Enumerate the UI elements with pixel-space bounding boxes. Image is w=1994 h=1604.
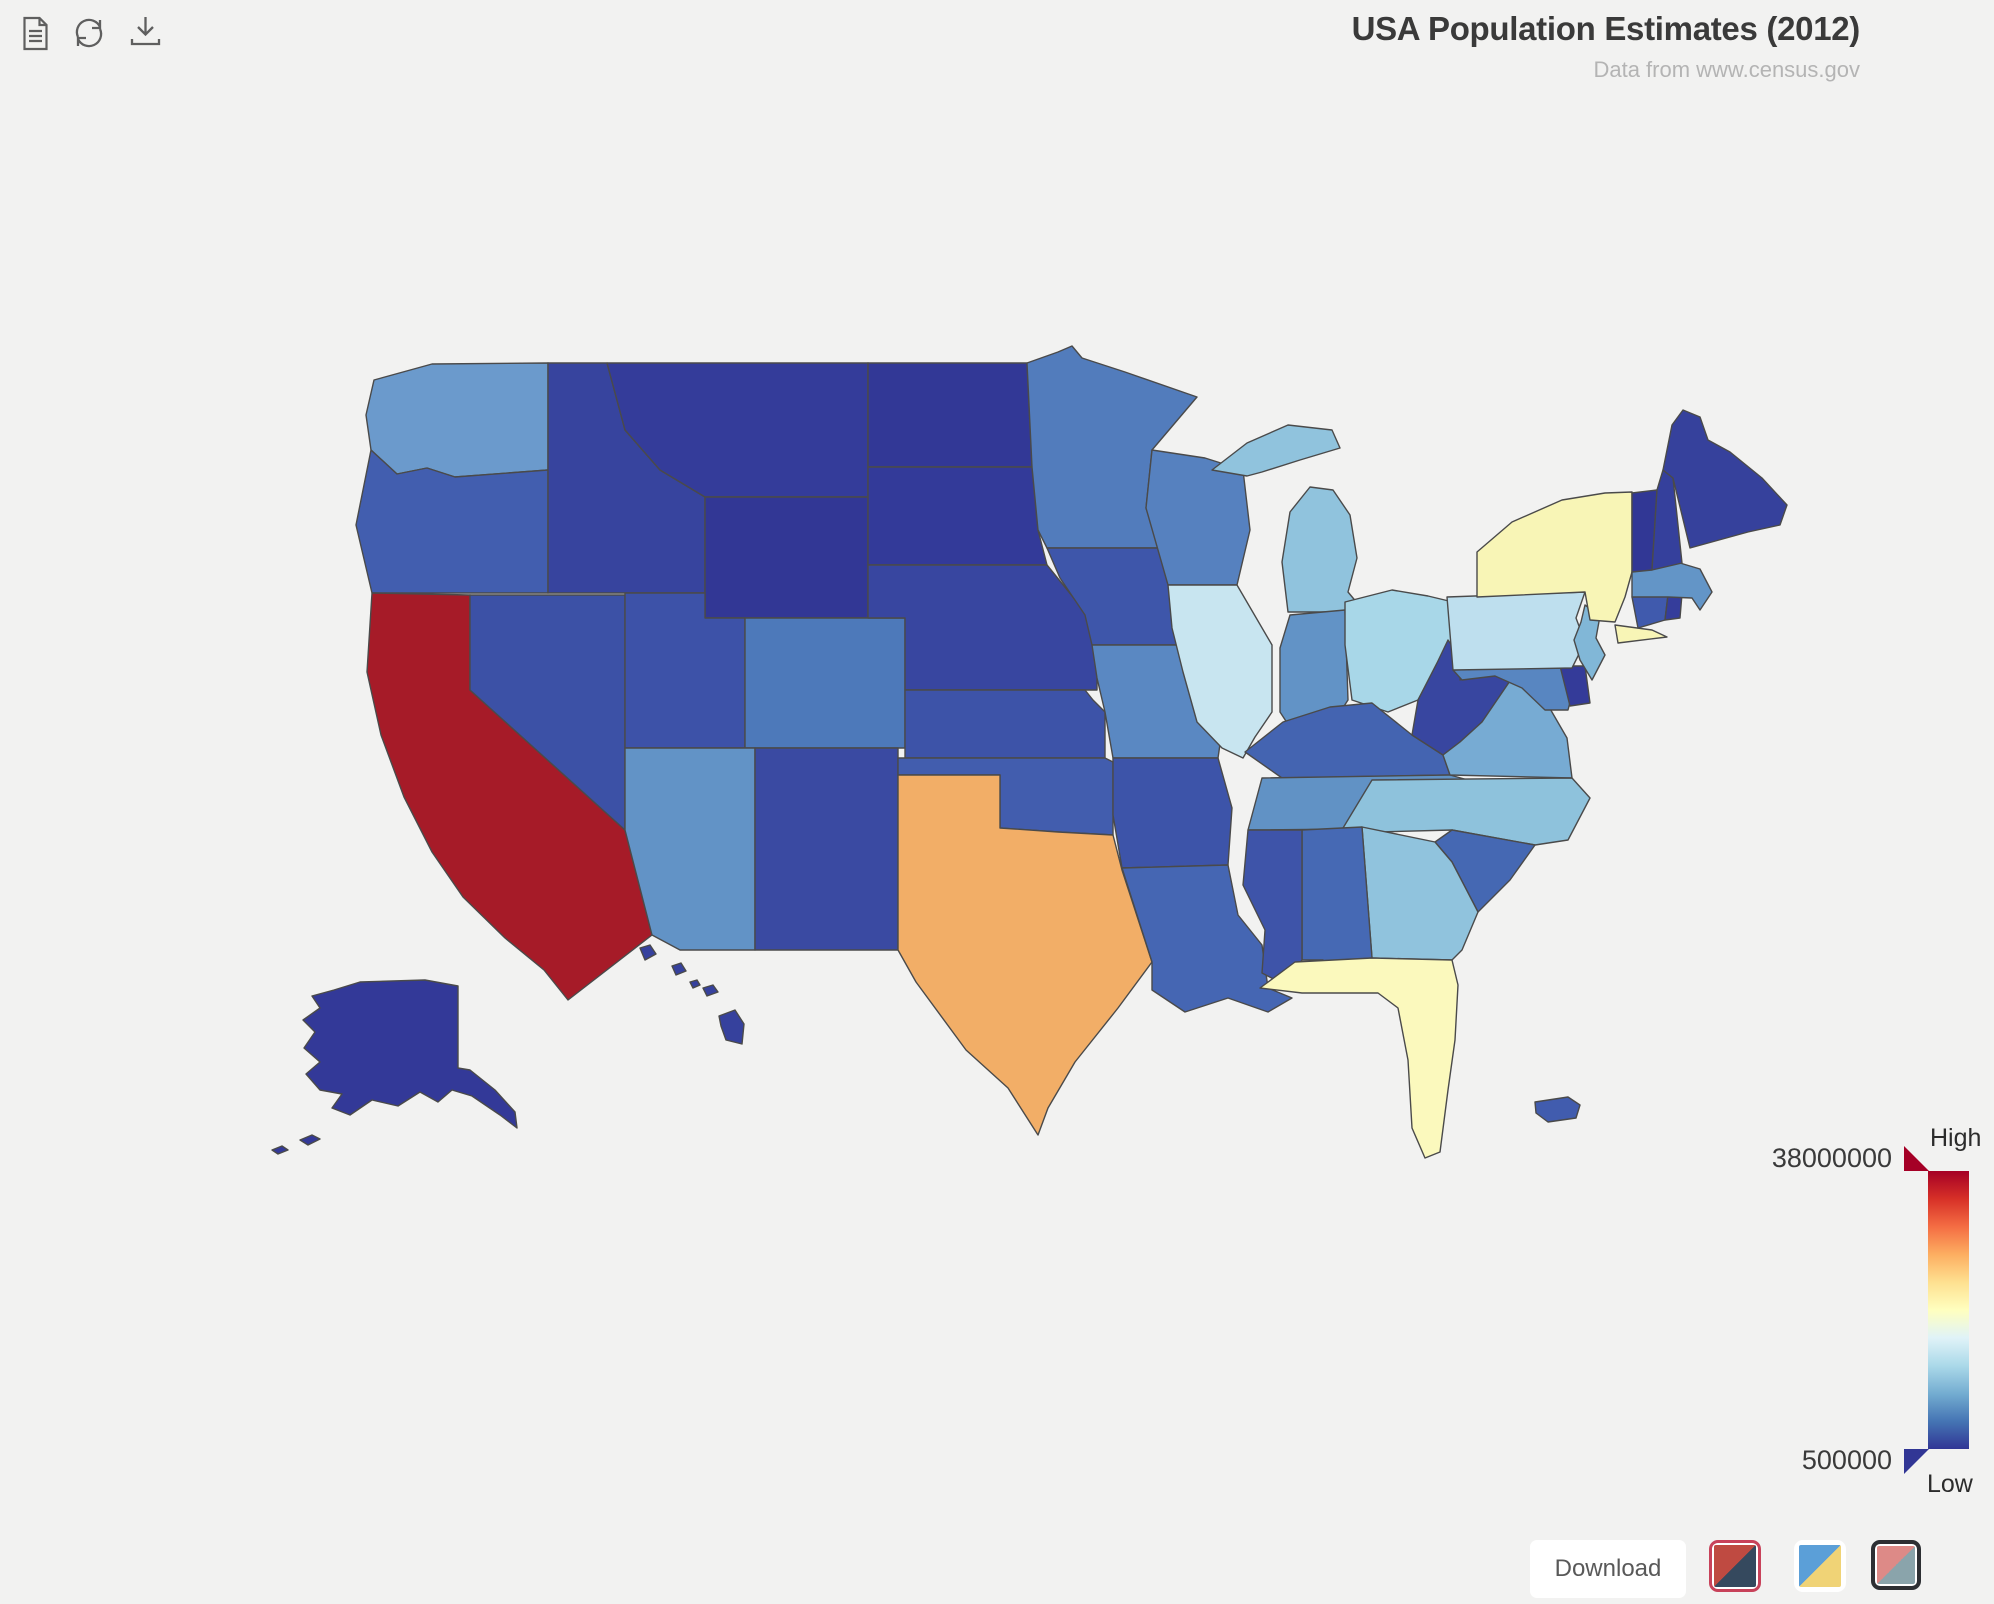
file-button[interactable] [20,14,51,53]
palette-swatch-salmon-slate[interactable] [1871,1540,1921,1590]
palette-swatch-blue-yellow-fill [1799,1545,1841,1587]
palette-swatch-salmon-slate-fill [1877,1546,1915,1584]
state-colorado[interactable] [744,617,906,749]
state-illinois[interactable] [1167,584,1273,759]
states-group [271,345,1788,1159]
palette-swatch-red-blue[interactable] [1709,1540,1761,1592]
state-wyoming[interactable] [704,496,869,619]
state-north-dakota[interactable] [867,362,1033,468]
state-alaska[interactable] [271,979,518,1155]
state-florida[interactable] [1259,957,1459,1159]
state-nebraska[interactable] [867,564,1098,691]
legend-high-label: High [1930,1124,1982,1152]
state-new-jersey[interactable] [1573,604,1606,681]
state-pennsylvania[interactable] [1446,591,1586,671]
header: USA Population Estimates (2012) Data fro… [1351,10,1861,83]
state-south-dakota[interactable] [867,466,1048,566]
page-title: USA Population Estimates (2012) [1351,10,1861,47]
state-louisiana[interactable] [1121,864,1293,1013]
state-massachusetts[interactable] [1631,562,1713,611]
state-new-hampshire[interactable] [1651,469,1683,571]
file-icon [22,16,49,54]
state-washington[interactable] [365,362,549,478]
legend-min-value: 500000 [1801,1445,1892,1475]
state-texas[interactable] [897,774,1153,1136]
page-subtitle: Data from www.census.gov [1593,57,1860,82]
state-new-york[interactable] [1476,491,1668,644]
download-icon [129,17,162,49]
legend-max-value: 38000000 [1771,1143,1892,1173]
toolbar [20,14,164,53]
legend-gradient-bar [1928,1171,1969,1449]
state-hawaii[interactable] [639,944,745,1045]
state-arkansas[interactable] [1112,757,1233,869]
state-new-mexico[interactable] [754,747,899,951]
state-kansas[interactable] [904,689,1106,759]
refresh-icon [71,18,107,53]
palette-swatch-blue-yellow[interactable] [1794,1540,1846,1592]
download-tool-button[interactable] [127,14,164,48]
state-connecticut[interactable] [1631,594,1669,629]
state-wisconsin[interactable] [1145,449,1251,586]
state-delaware[interactable] [1559,665,1591,707]
palette-swatch-red-blue-fill [1714,1545,1756,1587]
download-button[interactable]: Download [1530,1540,1686,1598]
state-maine[interactable] [1662,409,1788,549]
refresh-button[interactable] [69,14,109,52]
legend-low-label: Low [1927,1470,1973,1498]
state-puerto-rico[interactable] [1534,1096,1581,1123]
